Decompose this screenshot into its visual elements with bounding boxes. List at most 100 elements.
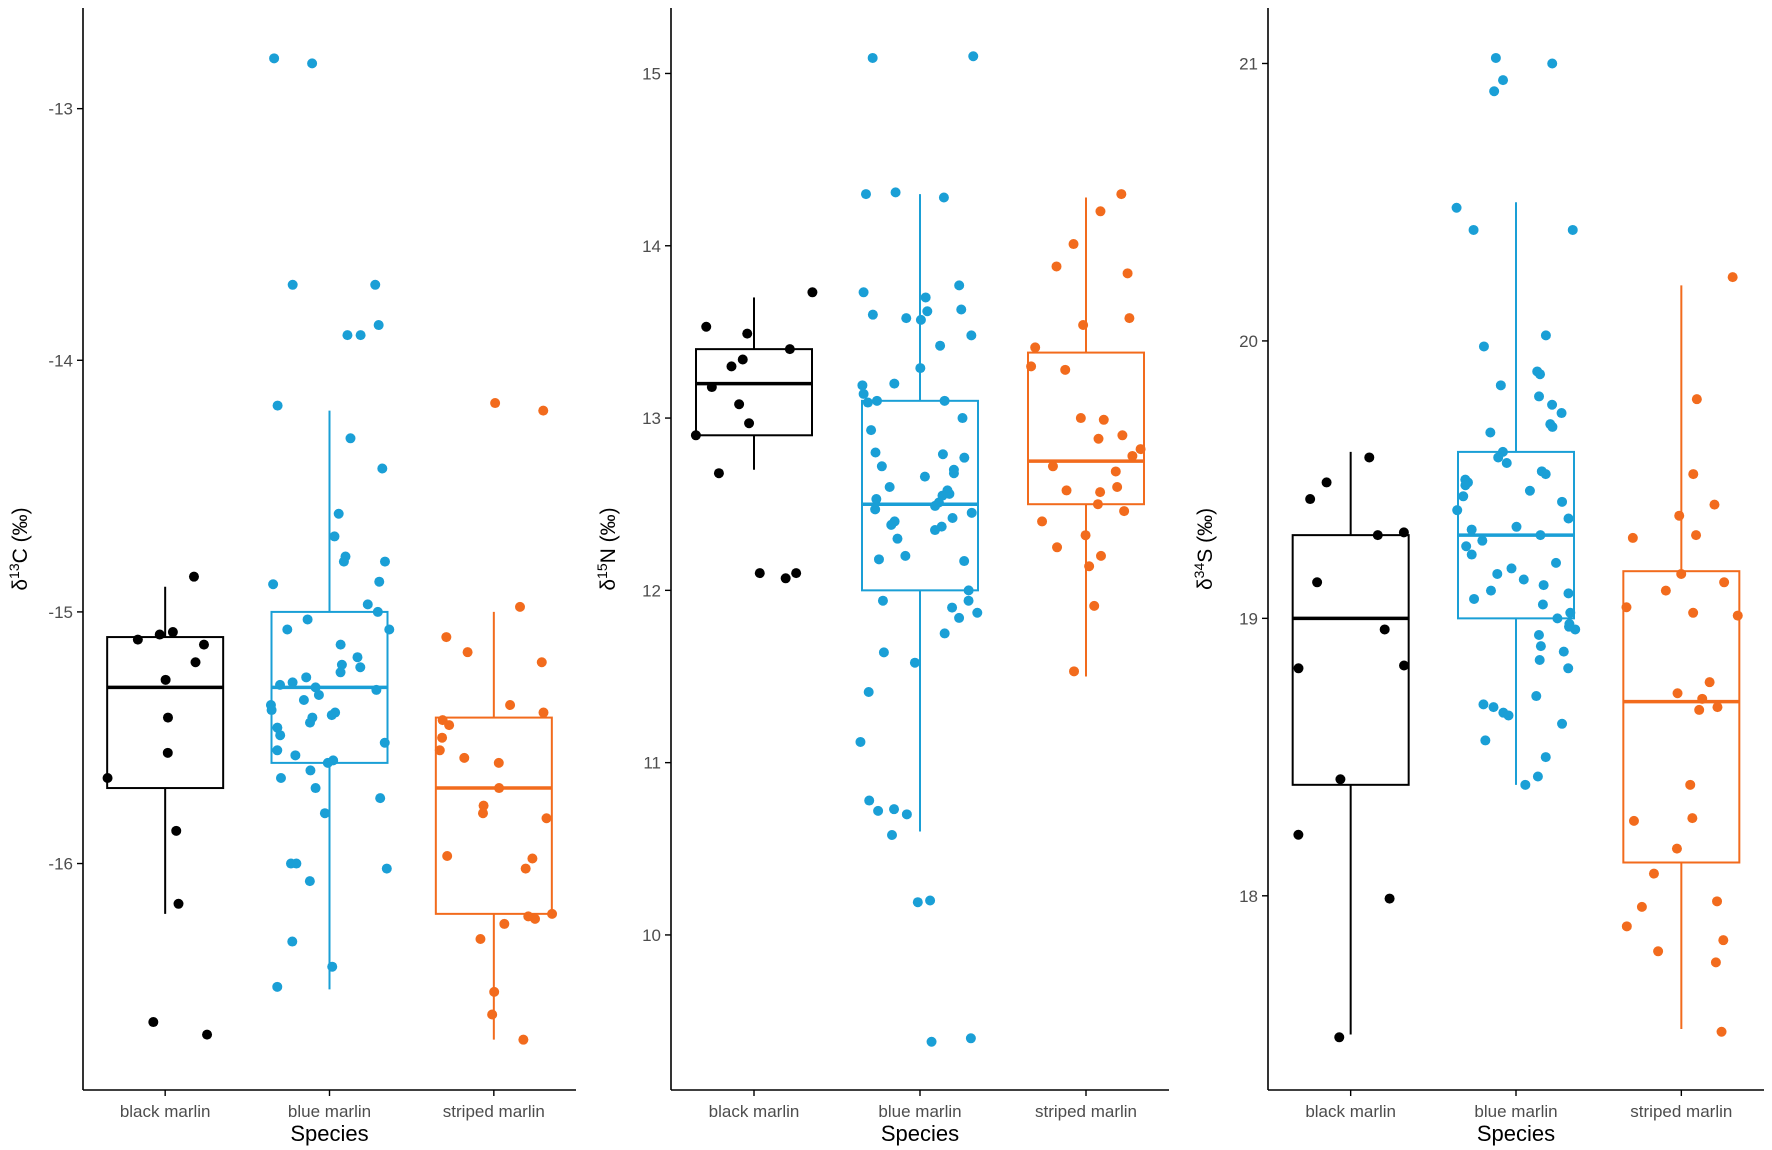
data-point bbox=[272, 745, 283, 756]
data-point bbox=[956, 304, 967, 315]
data-point bbox=[1492, 568, 1503, 579]
data-point bbox=[148, 1017, 159, 1028]
data-point bbox=[915, 314, 926, 325]
data-point bbox=[701, 321, 712, 332]
data-point bbox=[489, 986, 500, 997]
data-point bbox=[1399, 660, 1410, 671]
data-point bbox=[1110, 466, 1121, 477]
data-point bbox=[1520, 779, 1531, 790]
data-point bbox=[1540, 330, 1551, 341]
data-point bbox=[370, 279, 381, 290]
data-point bbox=[1089, 600, 1100, 611]
data-point bbox=[374, 576, 385, 587]
data-point bbox=[1712, 896, 1723, 907]
data-point bbox=[1495, 380, 1506, 391]
data-point bbox=[530, 913, 541, 924]
data-point bbox=[1511, 521, 1522, 532]
data-point bbox=[541, 813, 552, 824]
data-point bbox=[1461, 541, 1472, 552]
data-point bbox=[876, 461, 887, 472]
data-point bbox=[1485, 585, 1496, 596]
data-point bbox=[1335, 774, 1346, 785]
data-point bbox=[930, 500, 941, 511]
data-point bbox=[1490, 52, 1501, 63]
data-point bbox=[1051, 261, 1062, 272]
data-point bbox=[336, 659, 347, 670]
data-point bbox=[925, 895, 936, 906]
data-point bbox=[198, 639, 209, 650]
data-point bbox=[1709, 499, 1720, 510]
data-point bbox=[275, 679, 286, 690]
data-point bbox=[1334, 1032, 1345, 1043]
data-point bbox=[505, 700, 516, 711]
data-point bbox=[1676, 568, 1687, 579]
data-point bbox=[373, 320, 384, 331]
data-point bbox=[1563, 588, 1574, 599]
data-point bbox=[1671, 843, 1682, 854]
data-point bbox=[901, 313, 912, 324]
points-striped-marlin bbox=[434, 398, 558, 1045]
x-tick-label-blue-marlin: blue marlin bbox=[878, 1102, 961, 1121]
y-tick-label: -13 bbox=[48, 100, 73, 119]
data-point bbox=[1547, 58, 1558, 69]
data-point bbox=[1384, 893, 1395, 904]
data-point bbox=[1691, 530, 1702, 541]
data-point bbox=[1488, 702, 1499, 713]
data-point bbox=[1628, 815, 1639, 826]
data-point bbox=[1712, 702, 1723, 713]
data-point bbox=[1124, 313, 1135, 324]
data-point bbox=[1552, 613, 1563, 624]
data-point bbox=[329, 531, 340, 542]
x-tick-label-striped-marlin: striped marlin bbox=[443, 1102, 545, 1121]
data-point bbox=[1687, 813, 1698, 824]
y-axis-title-sup: 13 bbox=[6, 563, 22, 579]
data-point bbox=[1627, 532, 1638, 543]
data-point bbox=[1026, 361, 1037, 372]
data-point bbox=[1469, 593, 1480, 604]
data-point bbox=[355, 330, 366, 341]
data-point bbox=[862, 397, 873, 408]
data-point bbox=[1037, 516, 1048, 527]
data-point bbox=[1498, 75, 1509, 86]
box-blue-marlin bbox=[270, 410, 389, 990]
data-point bbox=[285, 858, 296, 869]
data-point bbox=[272, 722, 283, 733]
y-axis-title-suffix: C (‰) bbox=[9, 507, 32, 563]
data-point bbox=[873, 554, 884, 565]
data-point bbox=[954, 280, 965, 291]
data-point bbox=[963, 595, 974, 606]
data-point bbox=[272, 400, 283, 411]
points-striped-marlin bbox=[1026, 189, 1146, 677]
data-point bbox=[190, 657, 201, 668]
data-point bbox=[1052, 542, 1063, 553]
data-point bbox=[1648, 868, 1659, 879]
data-point bbox=[1547, 421, 1558, 432]
data-point bbox=[305, 765, 316, 776]
data-point bbox=[858, 287, 869, 298]
data-point bbox=[791, 568, 802, 579]
data-point bbox=[1084, 561, 1095, 572]
box-black-marlin bbox=[1291, 451, 1410, 1035]
data-point bbox=[1489, 86, 1500, 97]
y-tick-label: 13 bbox=[642, 409, 661, 428]
data-point bbox=[886, 830, 897, 841]
data-point bbox=[939, 395, 950, 406]
data-point bbox=[1621, 602, 1632, 613]
data-point bbox=[1398, 527, 1409, 538]
nitrogen-panel: 10 11 12 13 14 15 black marlin blue marlin strip… bbox=[594, 8, 1169, 1146]
data-point bbox=[1501, 457, 1512, 468]
data-point bbox=[202, 1029, 213, 1040]
data-point bbox=[807, 287, 818, 298]
data-point bbox=[459, 752, 470, 763]
data-point bbox=[1534, 391, 1545, 402]
x-tick-label-black-marlin: black marlin bbox=[120, 1102, 211, 1121]
data-point bbox=[966, 507, 977, 518]
box-body bbox=[861, 399, 979, 592]
data-point bbox=[920, 292, 931, 303]
data-point bbox=[1547, 399, 1558, 410]
data-point bbox=[345, 433, 356, 444]
data-point bbox=[319, 808, 330, 819]
data-point bbox=[1466, 524, 1477, 535]
y-tick-label: 21 bbox=[1239, 54, 1258, 73]
data-point bbox=[1538, 580, 1549, 591]
